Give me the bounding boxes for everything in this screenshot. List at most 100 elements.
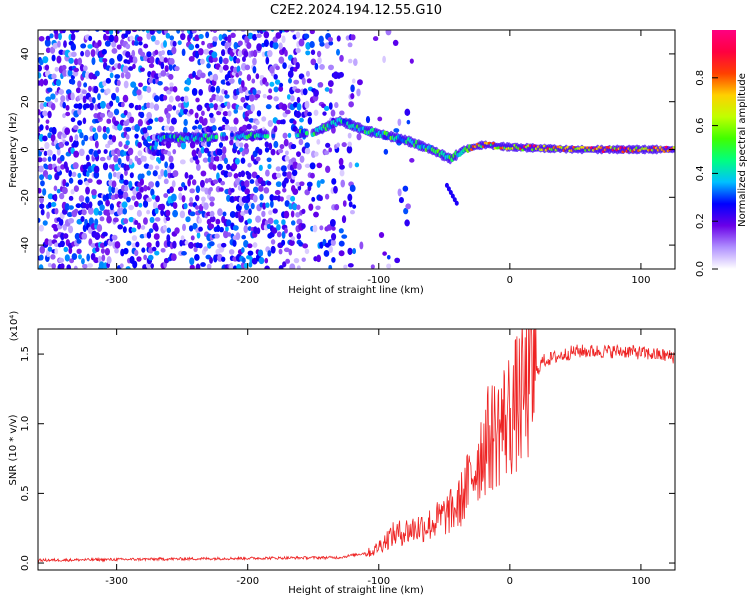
- heatmap-cell: [177, 40, 182, 46]
- heatmap-cell: [160, 62, 165, 70]
- heatmap-cell: [324, 150, 330, 155]
- heatmap-cell: [45, 47, 51, 54]
- heatmap-cell: [159, 203, 166, 211]
- heatmap-cell: [148, 63, 155, 69]
- heatmap-cell: [304, 142, 310, 149]
- heatmap-cell: [246, 42, 252, 50]
- heatmap-cell: [136, 256, 142, 262]
- heatmap-cell: [306, 78, 312, 84]
- heatmap-cell: [85, 196, 90, 204]
- heatmap-cell: [65, 104, 70, 111]
- heatmap-cell: [198, 226, 203, 232]
- heatmap-cell: [175, 95, 181, 102]
- heatmap-cell: [224, 36, 229, 42]
- heatmap-cell: [215, 155, 220, 162]
- heatmap-cell: [148, 181, 155, 188]
- heatmap-cell: [328, 147, 333, 153]
- heatmap-cell: [296, 151, 302, 157]
- heatmap-cell: [189, 196, 194, 203]
- heatmap-cell: [111, 135, 117, 143]
- heatmap-cell: [290, 210, 295, 218]
- heatmap-cell: [378, 232, 385, 239]
- heatmap-cell: [132, 260, 138, 269]
- heatmap-cell: [172, 86, 178, 93]
- heatmap-cell: [124, 169, 128, 176]
- heatmap-cell: [232, 225, 239, 231]
- heatmap-cell: [51, 126, 57, 135]
- heatmap-cell: [226, 30, 232, 33]
- heatmap-cell: [58, 218, 64, 226]
- heatmap-cell: [128, 204, 135, 211]
- heatmap-cell: [172, 240, 177, 249]
- heatmap-cell: [114, 74, 121, 79]
- heatmap-cell: [39, 203, 45, 210]
- heatmap-cell: [246, 74, 252, 82]
- heatmap-cell: [88, 201, 93, 209]
- heatmap-cell: [281, 35, 286, 44]
- heatmap-cell: [42, 135, 48, 142]
- heatmap-cell: [160, 209, 165, 217]
- heatmap-cell: [252, 33, 257, 41]
- heatmap-cell: [111, 48, 118, 54]
- heatmap-cell: [62, 69, 68, 77]
- heatmap-cell: [247, 32, 254, 40]
- heatmap-cell: [105, 199, 110, 207]
- heatmap-cell: [311, 150, 316, 158]
- heatmap-cell: [166, 227, 172, 234]
- heatmap-cell: [310, 58, 317, 66]
- heatmap-cell: [166, 234, 171, 243]
- heatmap-cell: [68, 170, 73, 177]
- heatmap-cell: [201, 40, 205, 46]
- heatmap-cell: [112, 217, 119, 223]
- heatmap-cell: [354, 162, 360, 168]
- heatmap-cell: [272, 195, 279, 201]
- heatmap-cell: [209, 257, 214, 264]
- heatmap-cell: [137, 222, 142, 230]
- heatmap-cell: [405, 203, 411, 210]
- heatmap-cell: [92, 127, 97, 133]
- heatmap-cell: [39, 78, 44, 87]
- heatmap-cell: [196, 163, 201, 171]
- heatmap-cell: [212, 73, 219, 82]
- heatmap-cell: [157, 116, 164, 123]
- heatmap-cell: [215, 218, 221, 225]
- heatmap-cell: [296, 102, 302, 111]
- heatmap-cell: [265, 56, 270, 65]
- heatmap-cell: [284, 227, 288, 234]
- heatmap-cell: [99, 216, 105, 222]
- heatmap-cell: [77, 179, 83, 186]
- heatmap-cell: [82, 264, 88, 269]
- heatmap-cell: [95, 246, 100, 252]
- heatmap-cell: [191, 179, 197, 186]
- heatmap-cell: [194, 112, 199, 119]
- heatmap-cell: [163, 178, 169, 185]
- heatmap-cell: [151, 194, 157, 200]
- heatmap-cell: [232, 239, 237, 247]
- heatmap-cell: [218, 56, 223, 65]
- heatmap-cell: [284, 200, 290, 207]
- heatmap-cell: [290, 143, 297, 150]
- heatmap-cell: [150, 35, 156, 42]
- heatmap-cell: [111, 92, 117, 101]
- heatmap-cell: [251, 171, 258, 179]
- heatmap-cell: [69, 30, 76, 34]
- heatmap-cell: [219, 226, 224, 233]
- heatmap-cell: [140, 51, 146, 57]
- heatmap-cell: [230, 32, 236, 39]
- heatmap-cell: [208, 112, 214, 118]
- heatmap-cell: [450, 193, 455, 199]
- heatmap-cell: [185, 216, 191, 223]
- heatmap-cell: [165, 140, 172, 149]
- heatmap-cell: [230, 187, 235, 193]
- heatmap-cell: [212, 164, 217, 171]
- heatmap-cell: [151, 133, 157, 141]
- heatmap-cell: [251, 30, 257, 33]
- heatmap-cell: [255, 73, 260, 80]
- heatmap-cell: [234, 157, 240, 165]
- heatmap-cell: [109, 203, 115, 211]
- heatmap-cell: [272, 208, 278, 214]
- heatmap-cell: [77, 80, 82, 88]
- heatmap-cell: [139, 234, 145, 239]
- heatmap-cell: [68, 177, 74, 184]
